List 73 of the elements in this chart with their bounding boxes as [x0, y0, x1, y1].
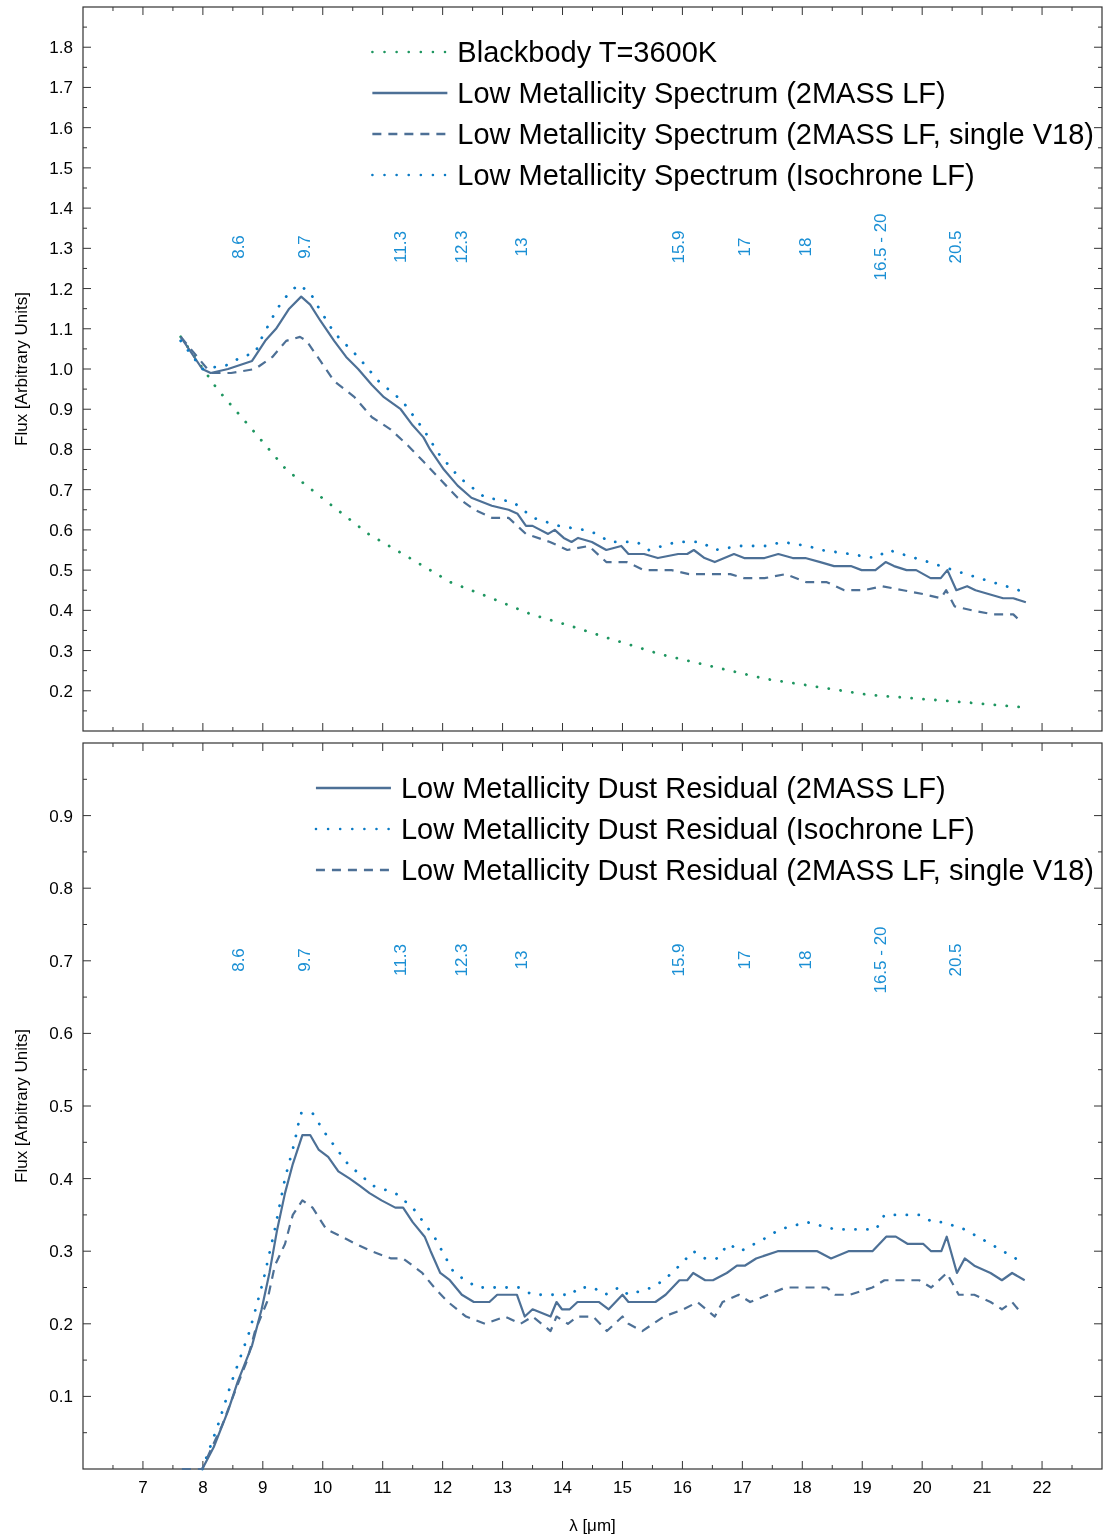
x-tick-label: 18: [792, 1478, 812, 1497]
annotation: 17: [735, 950, 754, 970]
x-tick-label: 11: [373, 1478, 392, 1497]
line-series: [179, 335, 1021, 709]
annotation: 9.7: [295, 948, 314, 972]
annotation: 16.5 - 20: [871, 213, 890, 281]
annotation: 8.6: [229, 948, 248, 972]
y-tick-label: 0.9: [49, 400, 73, 420]
x-tick-label: 17: [732, 1478, 752, 1497]
annotation: 15.9: [669, 943, 688, 977]
y-tick-label: 0.7: [49, 480, 73, 500]
y-tick-label: 0.4: [49, 1169, 73, 1189]
x-tick-label: 10: [313, 1478, 333, 1497]
annotation: 13: [512, 950, 531, 970]
y-tick-label: 0.8: [49, 440, 73, 460]
x-axis-title: λ [μm]: [569, 1516, 616, 1535]
x-tick-label: 13: [493, 1478, 513, 1497]
y-tick-label: 1.6: [49, 118, 73, 138]
legend-label: Low Metallicity Spectrum (Isochrone LF): [457, 159, 975, 191]
y-tick-label: 0.6: [49, 520, 73, 540]
y-tick-label: 1.3: [49, 239, 73, 259]
y-tick-label: 1.0: [49, 360, 73, 379]
y-tick-label: 0.8: [49, 879, 73, 899]
y-tick-label: 0.5: [49, 561, 73, 581]
y-tick-label: 1.2: [49, 279, 73, 299]
y-tick-label: 0.3: [49, 641, 73, 661]
annotation: 17: [735, 237, 754, 257]
legend-label: Low Metallicity Spectrum (2MASS LF, single V18): [457, 118, 1094, 150]
y-tick-label: 1.4: [49, 199, 73, 219]
annotation: 12.3: [452, 230, 471, 264]
x-tick-label: 14: [553, 1478, 572, 1497]
y-axis-title: Flux [Arbitrary Units]: [12, 1029, 31, 1183]
y-tick-label: 0.1: [49, 1387, 73, 1407]
y-tick-label: 0.6: [49, 1024, 73, 1044]
annotation: 20.5: [946, 943, 965, 977]
annotation: 12.3: [452, 943, 471, 977]
legend-label: Low Metallicity Dust Residual (2MASS LF): [400, 772, 946, 804]
annotation: 15.9: [669, 230, 688, 264]
y-tick-label: 0.9: [49, 806, 73, 826]
y-tick-label: 1.7: [49, 78, 73, 98]
y-tick-label: 0.3: [49, 1242, 73, 1262]
x-tick-label: 15: [613, 1478, 632, 1497]
annotation: 16.5 - 20: [871, 926, 890, 994]
annotation: 9.7: [295, 235, 314, 259]
y-tick-label: 0.2: [49, 681, 73, 701]
annotation: 8.6: [229, 235, 248, 259]
annotation: 18: [796, 950, 815, 970]
y-tick-label: 0.5: [49, 1097, 73, 1116]
y-tick-label: 1.5: [49, 158, 73, 178]
y-axis-title: Flux [Arbitrary Units]: [12, 292, 31, 446]
x-tick-label: 22: [1032, 1478, 1052, 1497]
x-tick-label: 9: [258, 1478, 268, 1497]
x-tick-label: 8: [198, 1478, 208, 1497]
x-tick-label: 16: [672, 1478, 692, 1497]
y-tick-label: 0.4: [49, 601, 73, 621]
legend-label: Low Metallicity Spectrum (2MASS LF): [457, 77, 946, 109]
legend-label: Blackbody T=3600K: [457, 36, 718, 68]
legend-label: Low Metallicity Dust Residual (2MASS LF, single V18): [400, 854, 1094, 886]
y-tick-label: 1.1: [49, 319, 73, 339]
x-tick-label: 20: [912, 1478, 932, 1497]
legend-label: Low Metallicity Dust Residual (Isochrone LF): [400, 813, 975, 845]
y-tick-label: 1.8: [49, 38, 73, 58]
annotation: 13: [512, 237, 531, 257]
annotation: 20.5: [946, 230, 965, 264]
y-tick-label: 0.2: [49, 1314, 73, 1334]
x-tick-label: 19: [852, 1478, 872, 1497]
x-tick-label: 12: [433, 1478, 453, 1497]
annotation: 11.3: [391, 944, 410, 976]
x-tick-label: 21: [972, 1478, 992, 1497]
y-tick-label: 0.7: [49, 951, 73, 971]
x-tick-label: 7: [138, 1478, 148, 1497]
annotation: 11.3: [391, 231, 410, 263]
annotation: 18: [796, 237, 815, 257]
